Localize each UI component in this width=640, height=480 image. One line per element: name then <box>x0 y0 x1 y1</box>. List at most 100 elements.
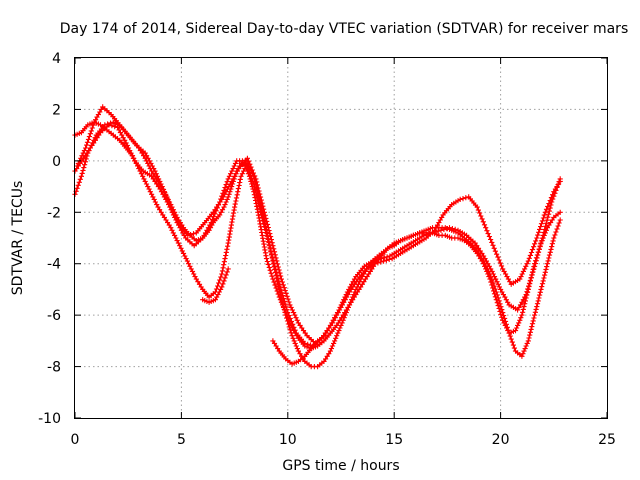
series-marker-fill <box>267 245 273 251</box>
series-marker-fill <box>522 266 528 272</box>
data-point <box>219 196 225 202</box>
data-point <box>557 217 563 223</box>
data-point <box>221 204 227 210</box>
data-point <box>446 225 453 231</box>
data-point <box>500 310 506 316</box>
series-marker-fill <box>77 176 83 182</box>
series-marker-fill <box>291 324 297 330</box>
data-point <box>449 235 455 241</box>
data-point <box>372 261 378 267</box>
series-marker-fill <box>542 272 548 278</box>
series-marker-fill <box>292 327 298 333</box>
series-marker-fill <box>163 192 169 198</box>
data-point <box>91 119 97 125</box>
data-point <box>438 227 444 233</box>
series-marker-fill <box>258 211 265 217</box>
data-point <box>283 356 289 362</box>
series-marker-fill <box>535 298 541 304</box>
series-marker-fill <box>520 268 526 274</box>
series-marker-fill <box>226 191 232 197</box>
series-marker-fill <box>548 246 554 252</box>
data-point <box>140 168 146 174</box>
data-point <box>276 281 282 287</box>
series-marker-fill <box>294 346 300 352</box>
series-marker-fill <box>226 173 232 179</box>
series-marker-fill <box>272 266 278 272</box>
series-marker-fill <box>279 290 285 296</box>
series-marker-fill <box>345 304 351 310</box>
series-marker-fill <box>546 208 552 214</box>
series-marker-fill <box>490 242 496 248</box>
data-point <box>472 240 478 246</box>
series-marker-fill <box>262 247 268 253</box>
series-marker-fill <box>233 198 239 204</box>
series-marker-fill <box>287 327 293 333</box>
series-marker-fill <box>269 273 275 279</box>
series-marker-fill <box>273 255 279 261</box>
y-tick-label: 2 <box>52 102 61 118</box>
series-marker-fill <box>254 206 260 212</box>
data-point <box>455 227 461 233</box>
data-point <box>238 173 244 179</box>
series-marker-fill <box>251 184 258 190</box>
data-point <box>308 346 314 352</box>
y-tick-label: -6 <box>47 308 61 324</box>
series-marker-fill <box>274 261 281 267</box>
series-marker-fill <box>253 190 259 196</box>
data-point <box>302 340 308 346</box>
series-marker-fill <box>265 236 271 242</box>
series-marker-fill <box>479 216 485 222</box>
series-marker-fill <box>488 236 494 243</box>
series-marker-fill <box>236 182 242 189</box>
series-marker-fill <box>549 241 555 247</box>
series-marker-fill <box>265 224 271 231</box>
data-point <box>398 250 404 256</box>
series-marker-fill <box>541 212 547 218</box>
data-point <box>85 122 91 128</box>
data-point <box>315 364 321 370</box>
data-point <box>244 155 250 161</box>
data-point <box>253 176 259 182</box>
series-line <box>76 106 561 345</box>
series-marker-fill <box>75 182 81 188</box>
series-marker-fill <box>386 256 392 262</box>
series-marker-fill <box>521 304 527 310</box>
series-marker-fill <box>259 200 265 206</box>
series-marker-fill <box>277 284 283 290</box>
series-marker-fill <box>540 278 546 284</box>
data-point <box>515 307 521 313</box>
series-marker-fill <box>235 186 241 192</box>
data-point <box>500 266 506 272</box>
series-marker-fill <box>514 325 520 331</box>
series-marker-fill <box>528 275 534 281</box>
series-marker-fill <box>530 318 536 324</box>
data-point <box>506 302 512 308</box>
data-point <box>193 230 199 236</box>
series-marker-fill <box>220 265 226 271</box>
series-marker-fill <box>550 238 556 244</box>
series-marker-fill <box>290 335 296 341</box>
series-marker-fill <box>223 252 229 259</box>
series-marker-fill <box>223 249 229 255</box>
series-marker-fill <box>275 264 281 270</box>
series-marker-fill <box>520 306 526 312</box>
series-marker-fill <box>339 320 345 326</box>
data-point <box>200 286 206 292</box>
series-marker-fill <box>543 206 550 212</box>
data-point <box>474 204 480 210</box>
plot-frame <box>74 57 608 419</box>
series-marker-fill <box>259 229 265 236</box>
series-marker-fill <box>221 259 227 265</box>
data-point <box>338 304 344 310</box>
data-point <box>440 212 446 218</box>
y-tick-label: 4 <box>52 51 61 67</box>
data-point <box>287 302 293 308</box>
series-marker-fill <box>223 182 229 188</box>
data-point <box>321 333 327 339</box>
series-marker-fill <box>529 247 536 253</box>
series-marker-fill <box>336 328 342 334</box>
series-marker-fill <box>291 310 297 316</box>
data-point <box>449 202 455 208</box>
series-marker-fill <box>342 312 348 318</box>
series-marker-fill <box>546 200 552 207</box>
